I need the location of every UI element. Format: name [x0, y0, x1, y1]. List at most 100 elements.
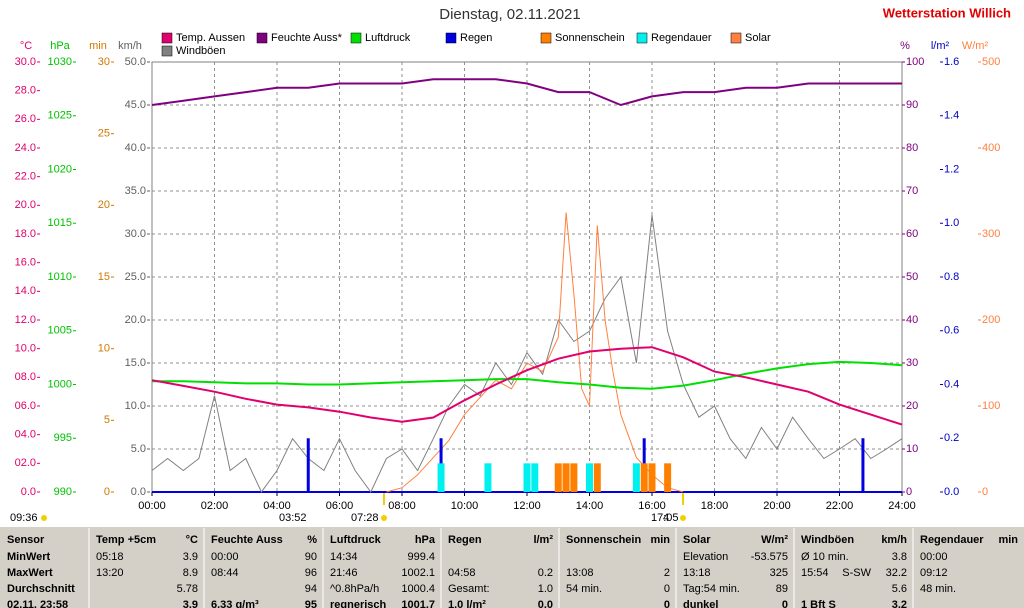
table-cell: %	[307, 534, 317, 546]
y-tick-label: 08.0	[15, 371, 36, 383]
table-cell: Feuchte Auss	[211, 534, 283, 546]
y-tick-label: 35.0	[125, 185, 146, 197]
y-tick-label: 1.2	[944, 163, 959, 175]
table-cell: Regendauer	[920, 534, 984, 546]
table-cell: 00:00	[211, 551, 239, 563]
y-tick-label: 10.0	[125, 400, 146, 412]
y-tick-label: 1000	[48, 378, 72, 390]
table-cell: ^0.8hPa/h	[330, 583, 379, 595]
table-cell: Sensor	[7, 534, 45, 546]
table-cell: 48 min.	[920, 583, 956, 595]
y-tick-label: 990	[54, 486, 72, 498]
table-cell: 0	[782, 599, 788, 608]
y-tick-label: 0.6	[944, 325, 959, 337]
bar	[586, 463, 593, 492]
y-tick-label: 0	[906, 486, 912, 498]
y-tick-label: 100	[982, 400, 1000, 412]
y-tick-label: 1005	[48, 325, 72, 337]
y-tick-label: 14.0	[15, 285, 36, 297]
table-cell: 325	[770, 567, 788, 579]
bar	[562, 463, 570, 492]
legend-swatch	[730, 32, 742, 44]
table-cell: 1000.4	[401, 583, 435, 595]
table-cell: 0	[664, 599, 670, 608]
y-tick-label: 18.0	[15, 228, 36, 240]
y-tick-label: 02.0	[15, 457, 36, 469]
table-cell: 02.11. 23:58	[7, 599, 68, 608]
legend-label: Luftdruck	[365, 32, 411, 44]
y-tick-label: 30.0	[15, 56, 36, 68]
y-tick-label: 70	[906, 185, 918, 197]
table-cell: Sonnenschein	[566, 534, 641, 546]
y-tick-label: 50.0	[125, 56, 146, 68]
table-cell: MaxWert	[7, 567, 53, 579]
table-cell: 13:20	[96, 567, 124, 579]
table-cell: S-SW	[842, 567, 871, 579]
sun-icon	[680, 515, 686, 521]
bar	[437, 463, 445, 492]
axis-unit: °C	[20, 40, 32, 52]
y-tick-label: 1010	[48, 271, 72, 283]
bar	[648, 463, 656, 492]
chart-title: Dienstag, 02.11.2021	[439, 6, 581, 23]
y-tick-label: 20.0	[125, 314, 146, 326]
table-cell: min	[998, 534, 1018, 546]
y-tick-label: 50	[906, 271, 918, 283]
y-tick-label: 25	[98, 128, 110, 140]
x-tick-label: 24:00	[888, 500, 916, 512]
annotation: 07:28	[351, 512, 379, 524]
y-tick-label: 24.0	[15, 142, 36, 154]
bar	[861, 438, 865, 492]
table-cell: Windböen	[801, 534, 854, 546]
y-tick-label: 20.0	[15, 199, 36, 211]
bar	[593, 463, 601, 492]
table-cell: Solar	[683, 534, 711, 546]
table-cell: 0.0	[538, 599, 553, 608]
table-cell: 1002.1	[401, 567, 435, 579]
table-cell: MinWert	[7, 551, 51, 563]
sun-icon	[41, 515, 47, 521]
annotation: 09:36	[10, 512, 38, 524]
y-tick-label: 0.4	[944, 378, 959, 390]
y-tick-label: 1030	[48, 56, 72, 68]
y-tick-label: 1020	[48, 163, 72, 175]
x-tick-label: 20:00	[763, 500, 791, 512]
table-cell: 3.8	[892, 551, 907, 563]
table-cell: 89	[776, 583, 788, 595]
table-cell: 09:12	[920, 567, 948, 579]
y-tick-label: 100	[906, 56, 924, 68]
bar	[570, 463, 578, 492]
table-cell: °C	[186, 534, 198, 546]
axis-unit: %	[900, 40, 910, 52]
x-tick-label: 10:00	[451, 500, 479, 512]
table-cell: 3.9	[183, 551, 198, 563]
table-cell: regnerisch	[330, 599, 387, 608]
y-tick-label: 15	[98, 271, 110, 283]
table-cell: 14:34	[330, 551, 358, 563]
y-tick-label: 25.0	[125, 271, 146, 283]
y-tick-label: 15.0	[125, 357, 146, 369]
y-tick-label: 30	[906, 357, 918, 369]
table-cell: 08:44	[211, 567, 239, 579]
table-bg	[0, 527, 1024, 608]
x-tick-label: 06:00	[326, 500, 354, 512]
legend-swatch	[636, 32, 648, 44]
table-cell: Ø 10 min.	[801, 551, 849, 563]
annotation: 4	[663, 512, 669, 524]
table-cell: 21:46	[330, 567, 358, 579]
y-tick-label: 04.0	[15, 429, 36, 441]
y-tick-label: 5.0	[131, 443, 146, 455]
y-tick-label: 10.0	[15, 343, 36, 355]
y-tick-label: 06.0	[15, 400, 36, 412]
table-cell: -53.575	[751, 551, 788, 563]
y-tick-label: 30	[98, 56, 110, 68]
table-cell: 1.0 l/m²	[448, 599, 486, 608]
table-cell: Luftdruck	[330, 534, 382, 546]
axis-unit: l/m²	[931, 40, 950, 52]
legend-label: Sonnenschein	[555, 32, 625, 44]
table-cell: 15:54	[801, 567, 829, 579]
annotation: 03:52	[279, 512, 307, 524]
legend-swatch	[540, 32, 552, 44]
